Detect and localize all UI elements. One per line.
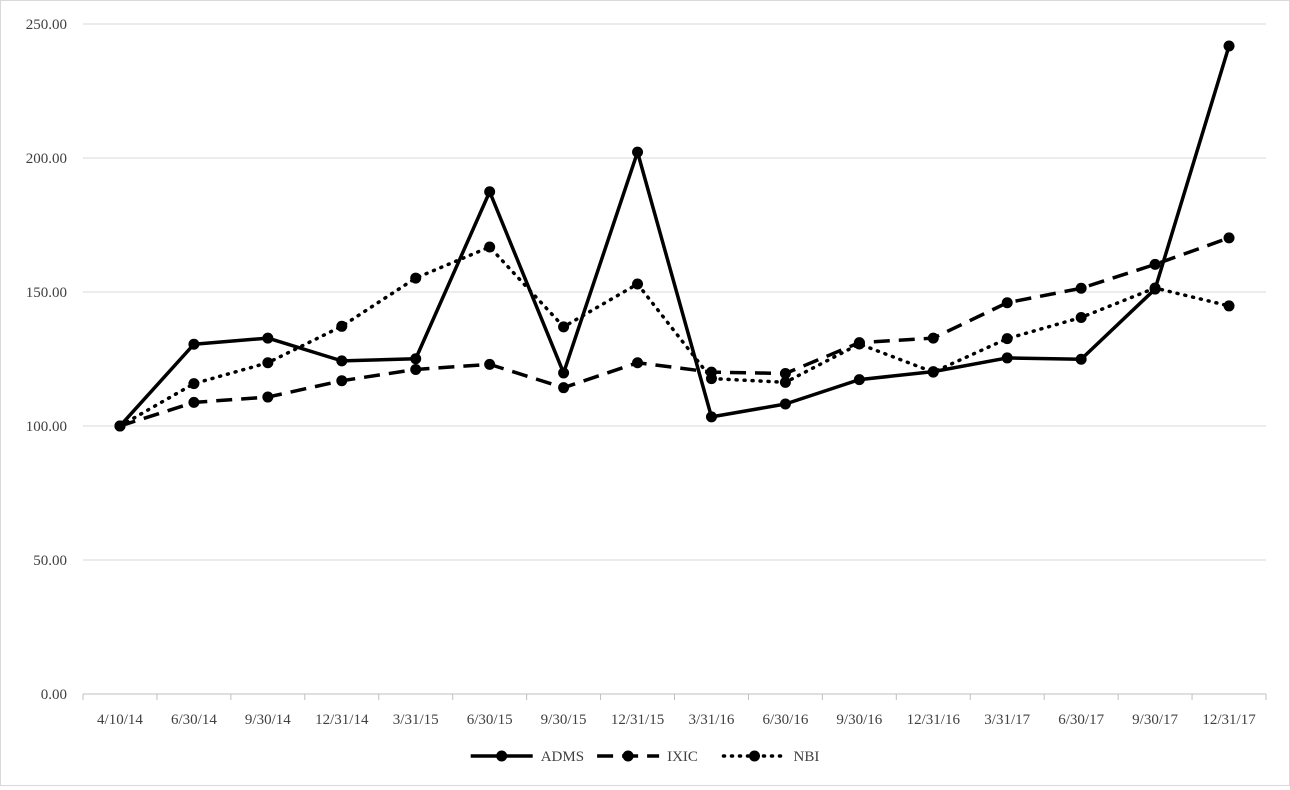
data-point-ixic <box>484 358 496 370</box>
legend-label: IXIC <box>667 749 698 765</box>
data-point-adms <box>262 332 274 344</box>
data-point-adms <box>632 146 644 158</box>
legend-marker <box>749 750 760 762</box>
data-point-nbi <box>336 320 348 332</box>
data-point-ixic <box>632 357 644 369</box>
legend-item-ixic: IXIC <box>597 749 698 765</box>
data-point-ixic <box>927 332 939 344</box>
y-tick-label: 200.00 <box>26 151 67 167</box>
gridlines <box>83 23 1266 561</box>
legend: ADMS IXIC NBI <box>470 749 820 765</box>
data-point-nbi <box>779 376 791 388</box>
series-line-adms <box>118 45 1231 428</box>
data-point-ixic <box>1001 297 1013 309</box>
data-point-adms <box>705 411 717 423</box>
series-line-ixic <box>119 236 1230 428</box>
x-tick-label: 9/30/14 <box>245 712 291 728</box>
x-tick-label: 9/30/15 <box>541 712 587 728</box>
x-tick-label: 4/10/14 <box>97 712 143 728</box>
data-point-adms <box>1001 352 1013 364</box>
legend-label: ADMS <box>541 749 584 765</box>
series-line-nbi <box>118 245 1231 428</box>
series-nbi <box>114 241 1235 432</box>
data-point-nbi <box>410 272 422 284</box>
data-point-ixic <box>410 363 422 375</box>
x-tick-label: 12/31/15 <box>611 712 664 728</box>
data-point-nbi <box>114 420 126 432</box>
data-point-nbi <box>1001 333 1013 345</box>
data-point-adms <box>1075 353 1087 365</box>
data-point-nbi <box>927 366 939 378</box>
x-tick-label: 6/30/17 <box>1058 712 1104 728</box>
data-point-adms <box>336 355 348 367</box>
data-point-nbi <box>1149 282 1161 294</box>
data-point-nbi <box>484 241 496 253</box>
y-tick-label: 150.00 <box>26 285 67 301</box>
x-tick-label: 12/31/14 <box>315 712 369 728</box>
data-point-adms <box>188 338 200 350</box>
x-tick-label: 12/31/17 <box>1202 712 1256 728</box>
data-point-ixic <box>1149 258 1161 270</box>
data-point-nbi <box>853 338 865 350</box>
data-point-ixic <box>1075 282 1087 294</box>
data-point-nbi <box>705 373 717 385</box>
x-tick-label: 6/30/16 <box>762 712 808 728</box>
y-tick-label: 0.00 <box>41 687 67 703</box>
data-point-nbi <box>1075 311 1087 323</box>
legend-item-nbi: NBI <box>721 749 820 765</box>
data-point-adms <box>853 374 865 386</box>
legend-marker <box>622 750 634 762</box>
data-point-nbi <box>1223 300 1235 312</box>
y-tick-label: 250.00 <box>26 17 67 33</box>
y-tick-label: 100.00 <box>26 419 67 435</box>
data-point-adms <box>558 367 570 379</box>
data-point-nbi <box>558 321 570 333</box>
x-tick-label: 12/31/16 <box>907 712 961 728</box>
data-point-nbi <box>262 357 274 369</box>
data-point-adms <box>1223 40 1235 52</box>
series-lines <box>114 40 1235 432</box>
x-tick-label: 6/30/14 <box>171 712 217 728</box>
data-point-ixic <box>262 391 274 403</box>
data-point-adms <box>410 353 422 365</box>
axes: 0.00 50.00 100.00 150.00 200.00 250.00 4/10/14… <box>26 17 1267 728</box>
legend-label: NBI <box>794 749 820 765</box>
y-tick-label: 50.00 <box>33 553 67 569</box>
data-point-nbi <box>632 278 644 290</box>
data-point-nbi <box>188 378 200 390</box>
data-point-ixic <box>558 382 570 394</box>
x-tick-label: 9/30/16 <box>836 712 882 728</box>
data-point-ixic <box>1223 232 1235 244</box>
x-tick-label: 3/31/16 <box>689 712 735 728</box>
legend-marker <box>496 750 508 762</box>
data-point-adms <box>484 186 496 198</box>
data-point-ixic <box>336 375 348 387</box>
data-point-ixic <box>188 396 200 408</box>
data-point-ixic <box>779 367 791 379</box>
series-adms <box>114 40 1235 432</box>
x-tick-label: 3/31/15 <box>393 712 439 728</box>
x-tick-label: 6/30/15 <box>467 712 513 728</box>
legend-item-adms: ADMS <box>470 749 584 765</box>
data-point-adms <box>779 398 791 410</box>
x-tick-label: 9/30/17 <box>1132 712 1178 728</box>
x-tick-label: 3/31/17 <box>984 712 1030 728</box>
series-ixic <box>114 232 1235 432</box>
